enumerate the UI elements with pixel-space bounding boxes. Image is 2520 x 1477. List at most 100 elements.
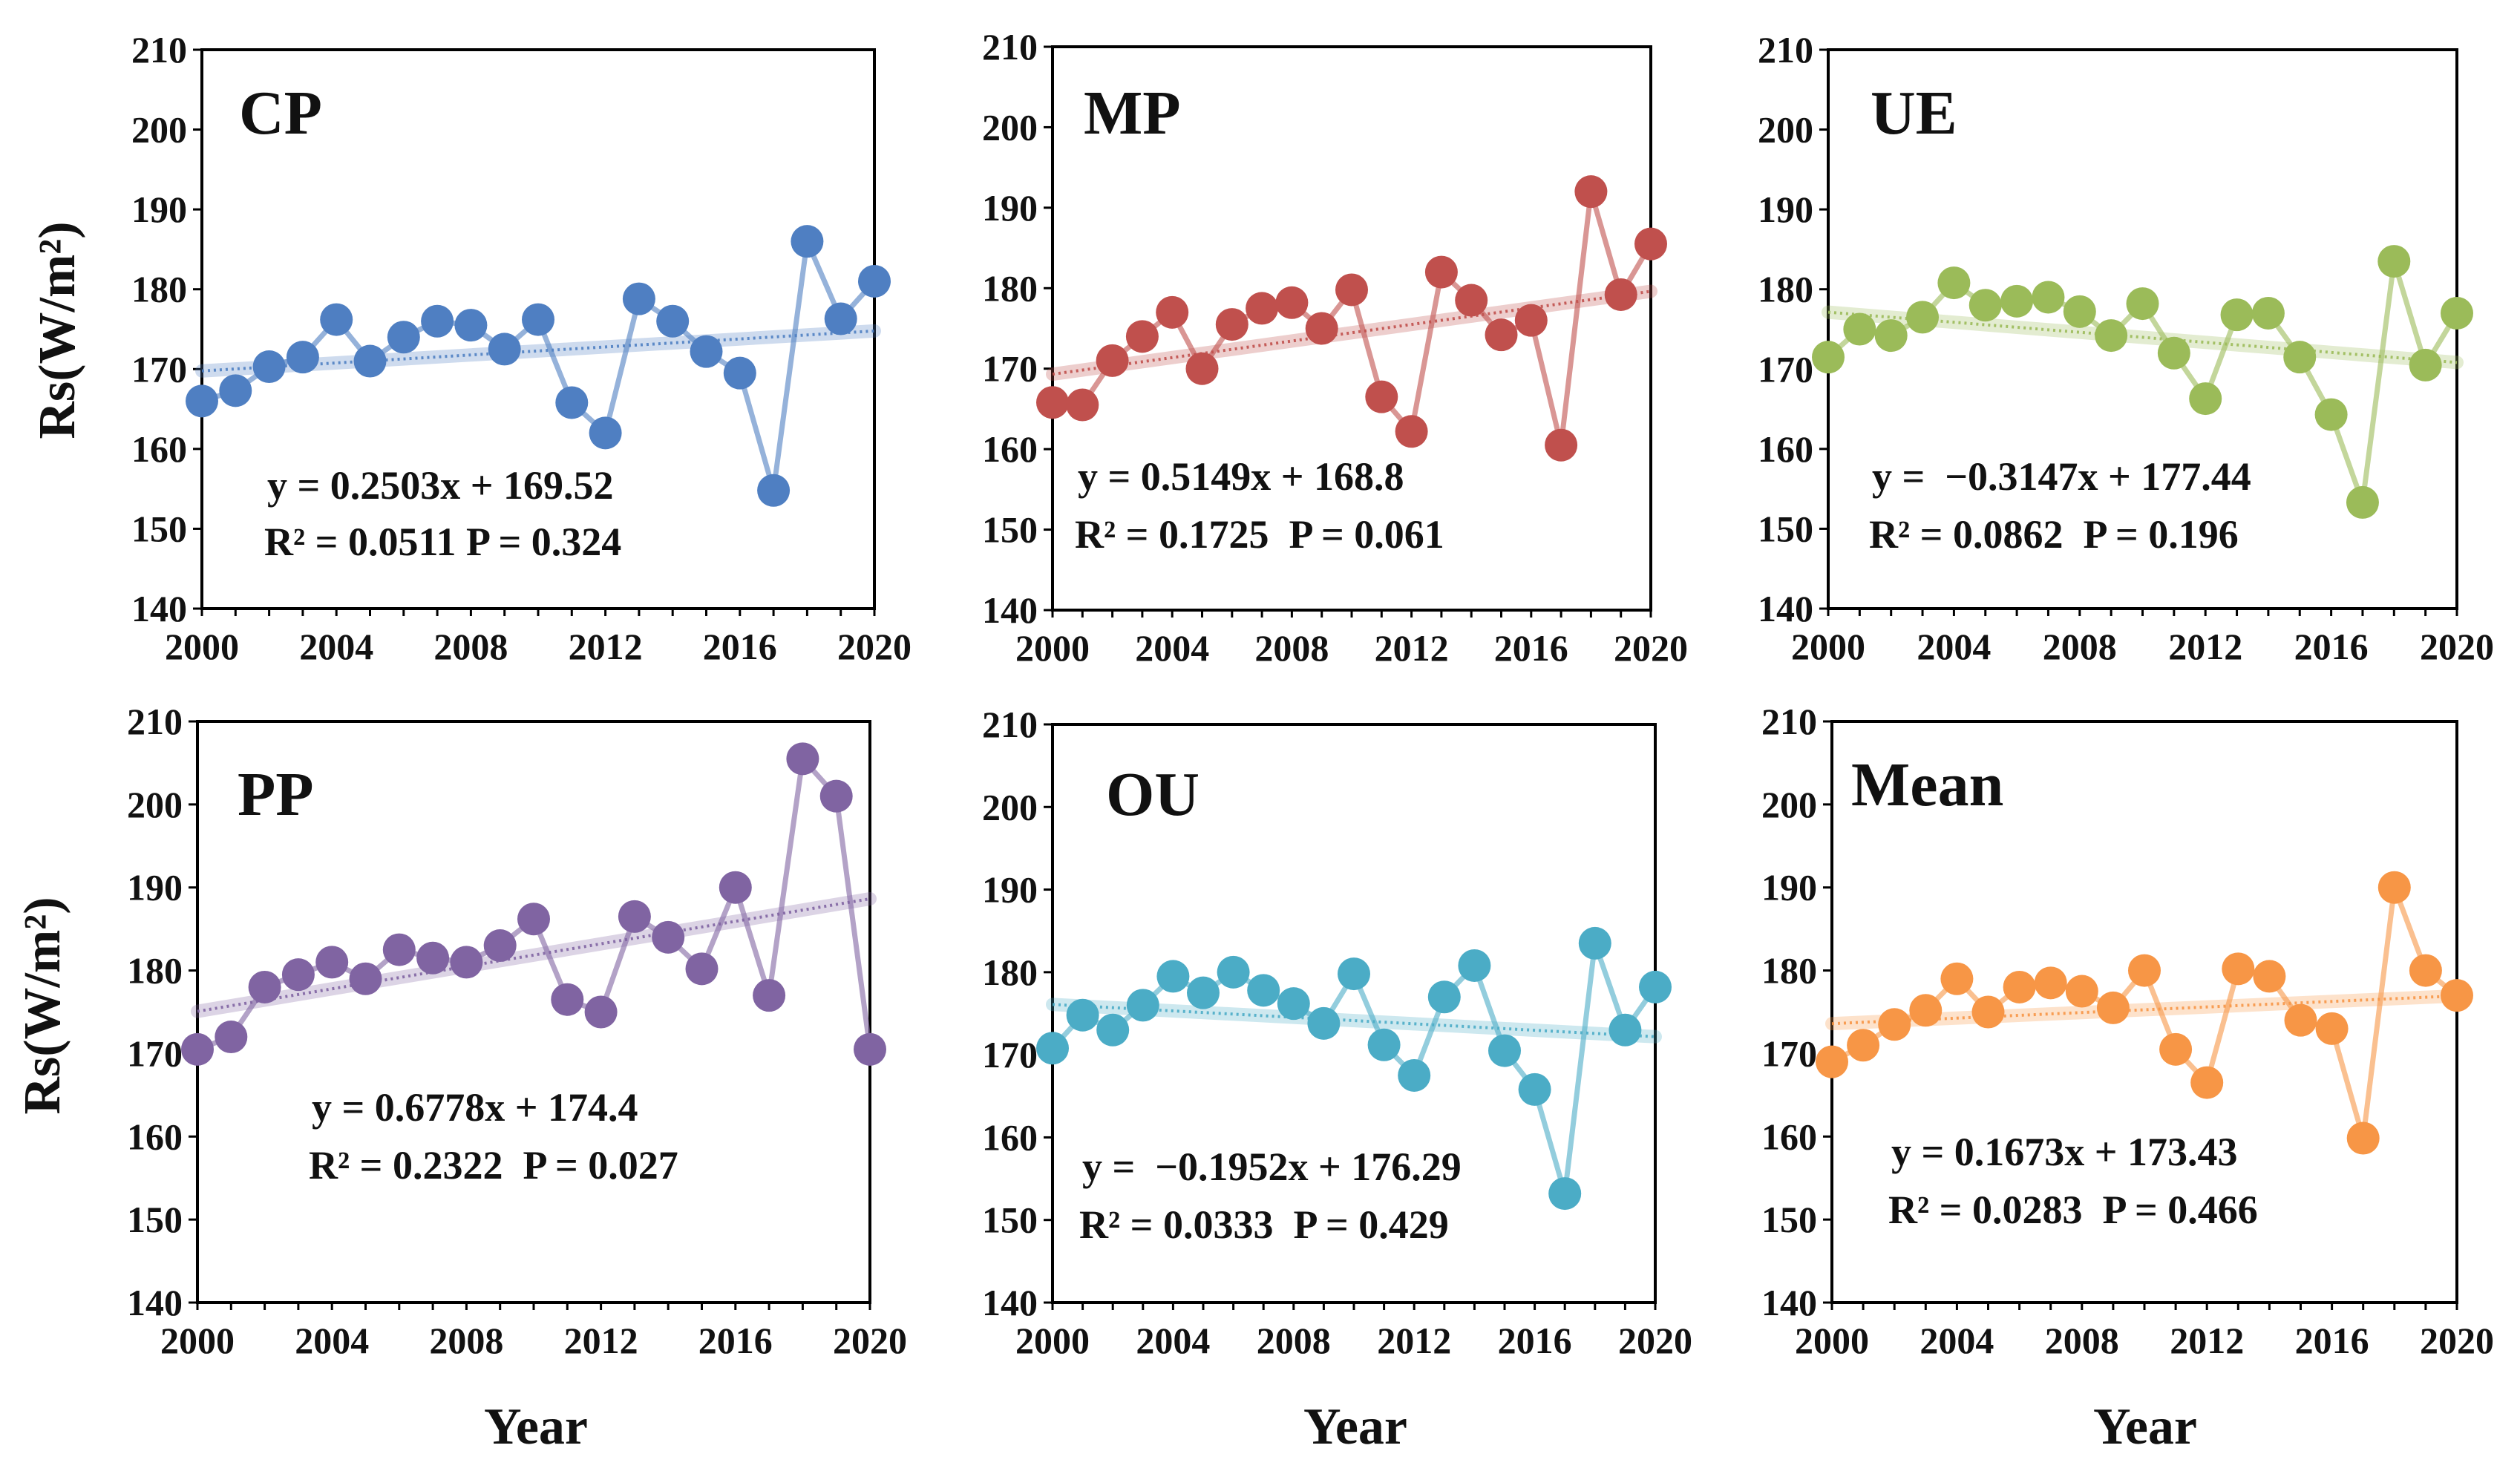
panel-cp: 140 150 160 170 180 190 200 210 2000 2004 2008 2012… xyxy=(131,29,912,667)
data-point xyxy=(1066,998,1099,1032)
panel-title: MP xyxy=(1084,79,1181,148)
data-point xyxy=(219,374,252,407)
x-tick-label: 2008 xyxy=(433,626,508,667)
x-tick-label: 2012 xyxy=(2168,626,2242,667)
data-point xyxy=(1843,312,1876,346)
regression-equation: y = −0.1952x + 176.29 xyxy=(1082,1144,1462,1189)
data-point xyxy=(824,302,857,335)
y-tick-label: 210 xyxy=(127,701,183,742)
data-point xyxy=(1968,289,2002,322)
data-point xyxy=(2314,398,2348,431)
data-point xyxy=(2222,952,2255,986)
data-point xyxy=(791,225,824,258)
data-point xyxy=(1578,926,1611,960)
x-tick-label: 2020 xyxy=(2420,626,2494,667)
data-point xyxy=(622,282,655,315)
y-tick-label: 200 xyxy=(1758,109,1813,151)
regression-stats: R² = 0.0283 P = 0.466 xyxy=(1888,1188,2258,1232)
x-tick-label: 2008 xyxy=(1254,627,1329,669)
data-point xyxy=(2003,970,2036,1003)
data-point xyxy=(1488,1034,1521,1067)
data-point xyxy=(1398,1058,1431,1092)
x-tick-label: 2004 xyxy=(1920,1320,1994,1361)
y-tick-label: 150 xyxy=(982,509,1038,551)
x-tick-label: 2008 xyxy=(2045,1320,2119,1361)
data-point xyxy=(2095,319,2128,353)
data-point xyxy=(1909,994,1943,1027)
data-point xyxy=(252,350,286,384)
regression-stats: R² = 0.2322 P = 0.027 xyxy=(309,1143,678,1188)
data-point xyxy=(353,344,387,378)
data-point xyxy=(1574,175,1608,209)
x-axis-label-middle: Year xyxy=(1303,1398,1407,1455)
data-point xyxy=(1305,312,1338,345)
data-point xyxy=(2409,348,2442,381)
x-tick-label: 2000 xyxy=(1795,1320,1869,1361)
y-tick-label: 150 xyxy=(127,1199,183,1240)
x-tick-label: 2000 xyxy=(160,1320,235,1361)
panel-ue: 140 150 160 170 180 190 200 210 2000 2004 2008 2012… xyxy=(1758,29,2494,667)
y-tick-label: 140 xyxy=(1761,1282,1817,1323)
y-axis-label-top: Rs(W/m²) xyxy=(29,221,86,439)
y-tick-label: 140 xyxy=(982,589,1038,631)
data-point xyxy=(450,946,483,979)
data-point xyxy=(215,1021,248,1054)
y-tick-label: 140 xyxy=(127,1282,183,1323)
x-tick-label: 2004 xyxy=(299,626,373,667)
data-point xyxy=(1458,949,1491,982)
data-point xyxy=(1812,341,1845,374)
panel-mp: 140 150 160 170 180 190 200 210 2000 2004 2008 2012… xyxy=(982,26,1688,669)
data-point xyxy=(555,386,589,419)
x-tick-label: 2000 xyxy=(1791,626,1865,667)
x-tick-label: 2004 xyxy=(295,1320,369,1361)
panel-title: CP xyxy=(239,79,322,148)
y-tick-label: 170 xyxy=(1761,1032,1817,1074)
data-point xyxy=(416,941,450,975)
data-point xyxy=(1455,284,1488,317)
data-point xyxy=(1247,974,1280,1007)
data-point xyxy=(522,303,554,336)
y-tick-label: 180 xyxy=(1758,269,1813,310)
x-tick-label: 2008 xyxy=(1257,1320,1331,1361)
data-point xyxy=(723,356,756,390)
x-tick-label: 2016 xyxy=(1498,1320,1572,1361)
data-point xyxy=(753,979,786,1012)
x-tick-label: 2000 xyxy=(1015,627,1090,669)
data-point xyxy=(656,304,690,338)
data-point xyxy=(1874,319,1908,353)
x-tick-label: 2004 xyxy=(1136,1320,1210,1361)
data-point xyxy=(1424,255,1458,289)
data-point xyxy=(2065,975,2098,1008)
data-point xyxy=(181,1032,214,1066)
data-point xyxy=(2189,382,2222,416)
trend-line xyxy=(1827,310,2458,364)
data-point xyxy=(1275,286,1309,319)
data-point xyxy=(1215,308,1248,341)
data-point xyxy=(315,946,349,979)
x-tick-label: 2012 xyxy=(1377,1320,1451,1361)
data-point xyxy=(1545,428,1578,462)
data-point xyxy=(286,341,319,374)
y-tick-label: 160 xyxy=(982,428,1038,470)
data-point xyxy=(421,304,454,338)
x-tick-label: 2012 xyxy=(2170,1320,2244,1361)
data-point xyxy=(1335,273,1368,307)
data-point xyxy=(281,958,315,992)
data-point xyxy=(1639,970,1672,1003)
panel-title: OU xyxy=(1106,760,1200,829)
y-tick-label: 190 xyxy=(982,869,1038,911)
y-tick-label: 140 xyxy=(131,588,187,629)
y-tick-label: 140 xyxy=(982,1282,1038,1323)
panel-title: PP xyxy=(238,760,314,829)
x-tick-label: 2016 xyxy=(703,626,777,667)
panel-title: UE xyxy=(1871,79,1957,148)
data-point xyxy=(2377,871,2411,904)
y-tick-label: 170 xyxy=(131,348,187,390)
data-point xyxy=(1126,989,1159,1022)
x-tick-label: 2016 xyxy=(698,1320,773,1361)
y-tick-label: 190 xyxy=(1758,189,1813,230)
y-tick-label: 140 xyxy=(1758,588,1813,629)
x-tick-label: 2008 xyxy=(429,1320,503,1361)
data-point xyxy=(1906,301,1940,334)
data-point xyxy=(2000,284,2034,318)
